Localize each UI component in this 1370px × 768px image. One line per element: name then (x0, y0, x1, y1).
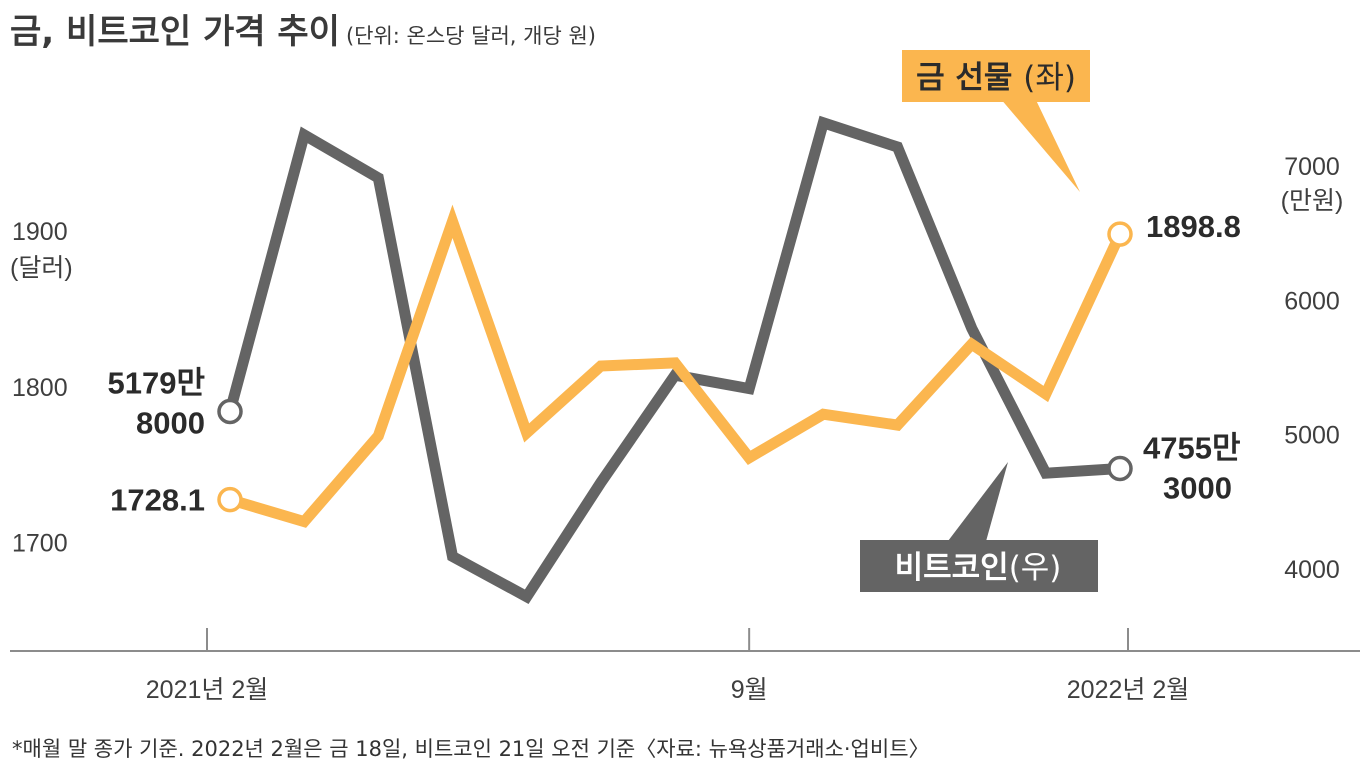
bitcoin-legend-name: 비트코인 (895, 550, 1009, 586)
right-y-tick-label: 5000 (1284, 422, 1340, 450)
right-y-unit: (만원) (1281, 187, 1344, 215)
left-y-tick-label: 1700 (12, 529, 68, 557)
gold-legend-box (902, 50, 1090, 102)
bitcoin-start-point (217, 398, 243, 425)
gold-end-label: 1898.8 (1146, 209, 1241, 244)
footnote: *매월 말 종가 기준. 2022년 2월은 금 18일, 비트코인 21일 오… (12, 737, 930, 761)
gold-legend-axis-tag: (좌) (1023, 60, 1076, 96)
bitcoin-start-label: 8000 (136, 405, 205, 440)
bitcoin-end-label: 3000 (1163, 470, 1232, 505)
left-y-tick-label: 1900 (12, 218, 68, 246)
gold-start-point (217, 486, 243, 513)
gold-series-line (228, 204, 1125, 528)
bitcoin-legend-label: 비트코인(우) (895, 550, 1062, 586)
bitcoin-start-label: 5179만 (108, 365, 205, 400)
right-y-tick-label: 7000 (1284, 153, 1340, 181)
bitcoin-legend-pointer (945, 462, 1008, 545)
chart-title: 금, 비트코인 가격 추이 (10, 12, 340, 52)
bitcoin-end-point (1107, 455, 1133, 482)
right-y-tick-label: 4000 (1284, 556, 1340, 584)
gold-end-point (1107, 221, 1133, 247)
gold-start-label: 1728.1 (110, 483, 205, 518)
x-tick-label: 2022년 2월 (1067, 676, 1189, 704)
left-y-tick-label: 1800 (12, 374, 68, 402)
bitcoin-end-label: 4755만 (1143, 430, 1240, 465)
left-y-unit: (달러) (10, 254, 73, 282)
bitcoin-legend-axis-tag: (우) (1009, 550, 1062, 586)
bitcoin-series-line (224, 115, 1121, 604)
gold-legend-label: 금 선물 (좌) (916, 60, 1076, 96)
x-tick-label: 2021년 2월 (146, 676, 268, 704)
series-lines (217, 115, 1133, 604)
right-y-tick-label: 6000 (1284, 287, 1340, 315)
y-axes: 1700 1800 1900 (달러) 4000 5000 6000 7000 (만원) (10, 153, 1343, 584)
x-tick-label: 9월 (731, 676, 768, 704)
bitcoin-legend-box (860, 540, 1098, 592)
x-axis: 2021년 2월 9월 2022년 2월 (10, 628, 1360, 704)
data-labels: 5179만 8000 4755만 3000 1728.1 1898.8 (108, 209, 1241, 518)
legend: 금 선물 (좌) 비트코인(우) (860, 50, 1098, 592)
gold-legend-name: 금 선물 (916, 60, 1023, 96)
chart-header: 금, 비트코인 가격 추이 (단위: 온스당 달러, 개당 원) (10, 4, 596, 53)
unit-note: (단위: 온스당 달러, 개당 원) (345, 24, 596, 48)
gold-legend-pointer (1000, 98, 1080, 192)
chart-canvas: 2021년 2월 9월 2022년 2월 1700 1800 1900 (달러) 4000 5… (10, 50, 1360, 704)
